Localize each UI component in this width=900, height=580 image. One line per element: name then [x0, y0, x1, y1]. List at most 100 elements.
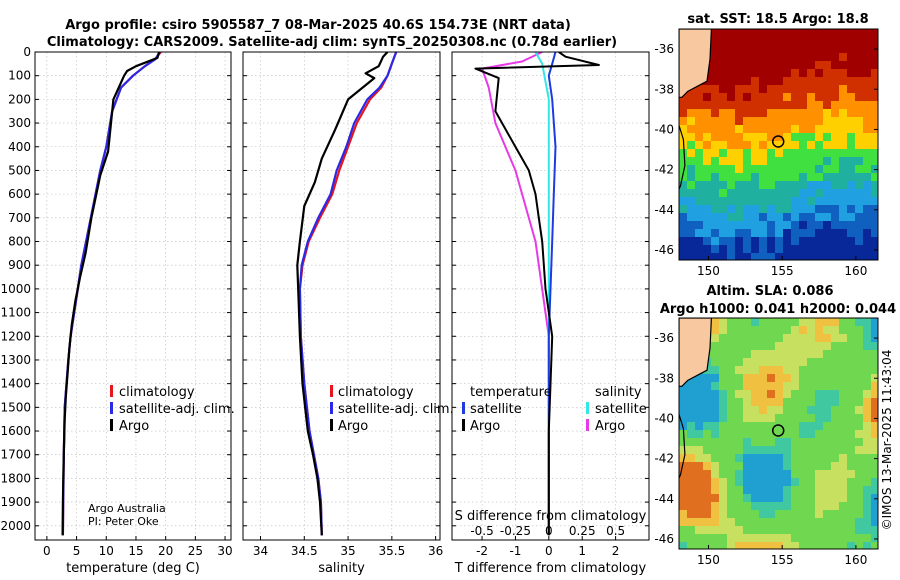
map-cell: [823, 510, 831, 518]
x-tick-label: 2: [612, 544, 620, 558]
map-cell: [727, 45, 735, 53]
map-cell: [775, 390, 783, 398]
map-cell: [847, 221, 855, 229]
map-cell: [759, 366, 767, 374]
map-cell: [831, 205, 839, 213]
map-cell: [783, 334, 791, 342]
map-cell: [839, 510, 847, 518]
x-tick-label: 5: [73, 544, 81, 558]
map-cell: [855, 101, 863, 109]
map-cell: [735, 486, 743, 494]
map-cell: [767, 350, 775, 358]
map-cell: [751, 245, 759, 253]
y-tick-label: 1600: [0, 424, 31, 438]
map-cell: [687, 157, 695, 165]
map-cell: [871, 109, 878, 117]
map-cell: [871, 350, 878, 358]
map-cell: [799, 205, 807, 213]
difference-legend: temperature salinity satellite Argo sate…: [462, 385, 647, 434]
map-cell: [823, 454, 831, 462]
map-cell: [863, 141, 871, 149]
map-cell: [695, 229, 703, 237]
map-cell: [727, 390, 735, 398]
map-cell: [847, 542, 855, 549]
map-cell: [719, 149, 727, 157]
map-cell: [719, 85, 727, 93]
map-cell: [863, 478, 871, 486]
map-cell: [791, 486, 799, 494]
map-cell: [839, 502, 847, 510]
map-cell: [735, 93, 743, 101]
map-cell: [703, 438, 711, 446]
map-cell: [743, 173, 751, 181]
map-cell: [743, 454, 751, 462]
map-cell: [815, 109, 823, 117]
map-cell: [751, 77, 759, 85]
map-cell: [711, 326, 719, 334]
map-cell: [823, 93, 831, 101]
map-cell: [847, 510, 855, 518]
map-cell: [807, 173, 815, 181]
map-cell: [759, 526, 767, 534]
map-cell: [799, 45, 807, 53]
map-cell: [743, 149, 751, 157]
map-cell: [847, 45, 855, 53]
map-cell: [847, 446, 855, 454]
map-cell: [799, 526, 807, 534]
map-cell: [799, 181, 807, 189]
map-cell: [687, 229, 695, 237]
map-cell: [775, 382, 783, 390]
map-cell: [743, 334, 751, 342]
map-cell: [831, 37, 839, 45]
map-cell: [863, 101, 871, 109]
map-cell: [695, 141, 703, 149]
map-cell: [807, 69, 815, 77]
map-cell: [695, 197, 703, 205]
map-cell: [679, 229, 687, 237]
x-tick-label: 1: [578, 544, 586, 558]
map-cell: [831, 318, 839, 326]
map-cell: [719, 173, 727, 181]
map-cell: [783, 382, 791, 390]
map-cell: [767, 213, 775, 221]
map-cell: [799, 77, 807, 85]
map-cell: [743, 502, 751, 510]
map-cell: [743, 414, 751, 422]
legend-clim-label: climatology: [119, 385, 195, 400]
map-cell: [727, 406, 735, 414]
map-cell: [791, 438, 799, 446]
map-cell: [815, 382, 823, 390]
map-cell: [727, 101, 735, 109]
map-cell: [767, 37, 775, 45]
map-cell: [735, 45, 743, 53]
map-cell: [831, 526, 839, 534]
y-tick-label: 1000: [0, 282, 31, 296]
map-cell: [719, 398, 727, 406]
map-cell: [727, 93, 735, 101]
map-cell: [743, 125, 751, 133]
map-cell: [727, 125, 735, 133]
map-cell: [767, 149, 775, 157]
map-cell: [871, 342, 878, 350]
map-cell: [783, 109, 791, 117]
map-cell: [823, 69, 831, 77]
map-cell: [783, 542, 791, 549]
map-cell: [823, 462, 831, 470]
map-cell: [775, 342, 783, 350]
map-cell: [767, 181, 775, 189]
map-cell: [695, 245, 703, 253]
map-cell: [767, 430, 775, 438]
map-cell: [711, 526, 719, 534]
map-cell: [735, 77, 743, 85]
map-cell: [759, 141, 767, 149]
map-cell: [695, 93, 703, 101]
map-cell: [751, 526, 759, 534]
map-cell: [735, 366, 743, 374]
map-cell: [863, 117, 871, 125]
map-cell: [823, 117, 831, 125]
map-cell: [759, 518, 767, 526]
map-cell: [735, 29, 743, 37]
map-cell: [767, 117, 775, 125]
map-cell: [735, 510, 743, 518]
map-cell: [751, 502, 759, 510]
